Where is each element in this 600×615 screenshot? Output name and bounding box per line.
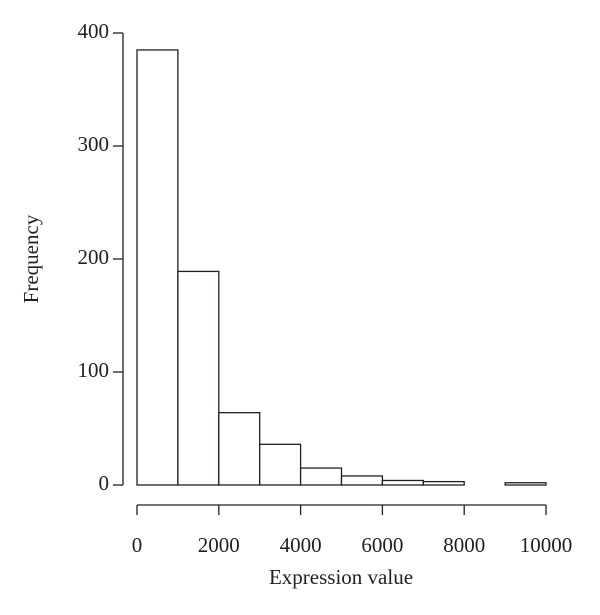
- bar: [504, 482, 547, 486]
- y-tick-label: 0: [99, 471, 110, 495]
- bar: [218, 412, 261, 486]
- bar: [299, 467, 343, 486]
- bar: [340, 475, 384, 486]
- bar: [381, 479, 424, 486]
- x-tick-label: 10000: [520, 533, 573, 557]
- x-axis-label: Expression value: [269, 565, 413, 589]
- y-axis-label: Frequency: [19, 214, 43, 303]
- bar: [259, 443, 302, 486]
- x-tick-label: 8000: [443, 533, 485, 557]
- y-tick-label: 100: [78, 358, 110, 382]
- x-tick-label: 4000: [280, 533, 322, 557]
- x-tick-label: 2000: [198, 533, 240, 557]
- y-tick-label: 300: [78, 132, 110, 156]
- bar: [422, 480, 465, 486]
- bar: [177, 270, 220, 486]
- y-tick-label: 400: [78, 19, 110, 43]
- x-tick-label: 0: [132, 533, 143, 557]
- x-tick-label: 6000: [361, 533, 403, 557]
- y-tick-label: 200: [78, 245, 110, 269]
- bar: [136, 49, 179, 486]
